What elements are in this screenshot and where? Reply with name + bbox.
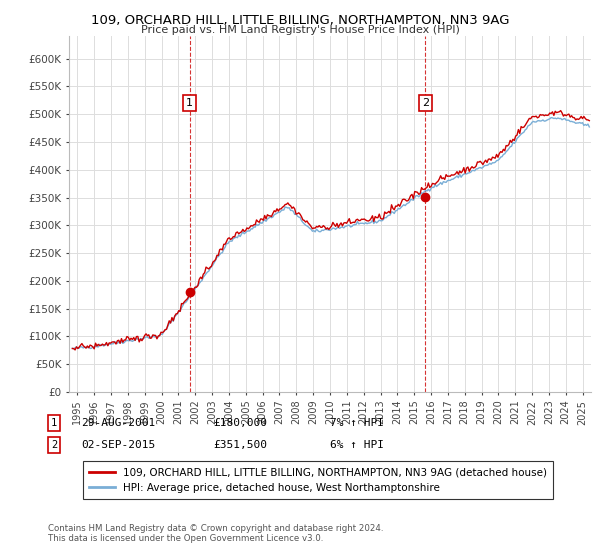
Text: 2: 2 — [422, 98, 429, 108]
Text: 109, ORCHARD HILL, LITTLE BILLING, NORTHAMPTON, NN3 9AG: 109, ORCHARD HILL, LITTLE BILLING, NORTH… — [91, 14, 509, 27]
Text: Price paid vs. HM Land Registry's House Price Index (HPI): Price paid vs. HM Land Registry's House … — [140, 25, 460, 35]
Text: 29-AUG-2001: 29-AUG-2001 — [81, 418, 155, 428]
Text: 7% ↑ HPI: 7% ↑ HPI — [330, 418, 384, 428]
Text: 6% ↑ HPI: 6% ↑ HPI — [330, 440, 384, 450]
Text: £351,500: £351,500 — [213, 440, 267, 450]
Text: 02-SEP-2015: 02-SEP-2015 — [81, 440, 155, 450]
Text: 1: 1 — [186, 98, 193, 108]
Text: Contains HM Land Registry data © Crown copyright and database right 2024.
This d: Contains HM Land Registry data © Crown c… — [48, 524, 383, 543]
Text: 1: 1 — [51, 418, 57, 428]
Text: 2: 2 — [51, 440, 57, 450]
Legend: 109, ORCHARD HILL, LITTLE BILLING, NORTHAMPTON, NN3 9AG (detached house), HPI: A: 109, ORCHARD HILL, LITTLE BILLING, NORTH… — [83, 461, 553, 499]
Text: £180,000: £180,000 — [213, 418, 267, 428]
